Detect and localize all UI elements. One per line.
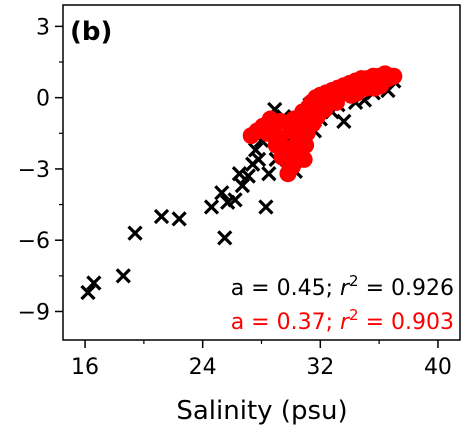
data-point-x-marker	[217, 230, 233, 246]
plot-content	[80, 65, 403, 301]
x-tick-label: 32	[306, 355, 334, 380]
data-point-circle-marker	[385, 67, 403, 85]
data-point-x-marker	[227, 192, 243, 208]
stat-annotations: a = 0.45; r2 = 0.926 a = 0.37; r2 = 0.903	[231, 272, 454, 335]
y-tick-label: −3	[18, 158, 50, 183]
data-point-x-marker	[86, 275, 102, 291]
x-tick-label: 24	[189, 355, 217, 380]
data-point-circle-marker	[366, 79, 384, 97]
data-point-x-marker	[203, 199, 220, 215]
x-axis-label: Salinity (psu)	[176, 396, 347, 426]
y-tick-label: −6	[18, 229, 50, 254]
data-point-x-marker	[336, 113, 352, 130]
data-point-circle-marker	[261, 110, 279, 128]
x-tick-label: 40	[424, 355, 452, 380]
y-tick-label: 0	[36, 87, 50, 112]
data-point-x-marker	[153, 208, 170, 225]
data-point-circle-marker	[283, 158, 301, 176]
y-tick-label: −9	[18, 300, 50, 325]
x-tick-label: 16	[71, 355, 99, 380]
data-point-x-marker	[171, 211, 187, 227]
data-point-x-marker	[80, 284, 96, 301]
stat-annotation-1: a = 0.37; r2 = 0.903	[231, 306, 454, 335]
data-point-x-marker	[127, 225, 143, 241]
data-point-x-marker	[247, 142, 264, 158]
data-point-x-marker	[258, 199, 274, 215]
data-point-x-marker	[214, 185, 230, 201]
data-point-x-marker	[261, 166, 277, 182]
data-point-circle-marker	[325, 91, 343, 109]
x-axis: 16 24 32 40	[71, 340, 452, 380]
data-point-x-marker	[234, 177, 251, 194]
series-0	[80, 71, 402, 301]
data-point-circle-marker	[348, 84, 366, 102]
data-point-x-marker	[231, 166, 248, 182]
stat-annotation-0: a = 0.45; r2 = 0.926	[231, 272, 454, 301]
data-point-x-marker	[115, 268, 131, 284]
y-axis: 3 0 −3 −6 −9	[18, 15, 63, 325]
data-point-circle-marker	[286, 117, 304, 135]
panel-label: (b)	[70, 17, 112, 47]
y-tick-label: 3	[36, 15, 50, 40]
series-1	[242, 65, 403, 183]
